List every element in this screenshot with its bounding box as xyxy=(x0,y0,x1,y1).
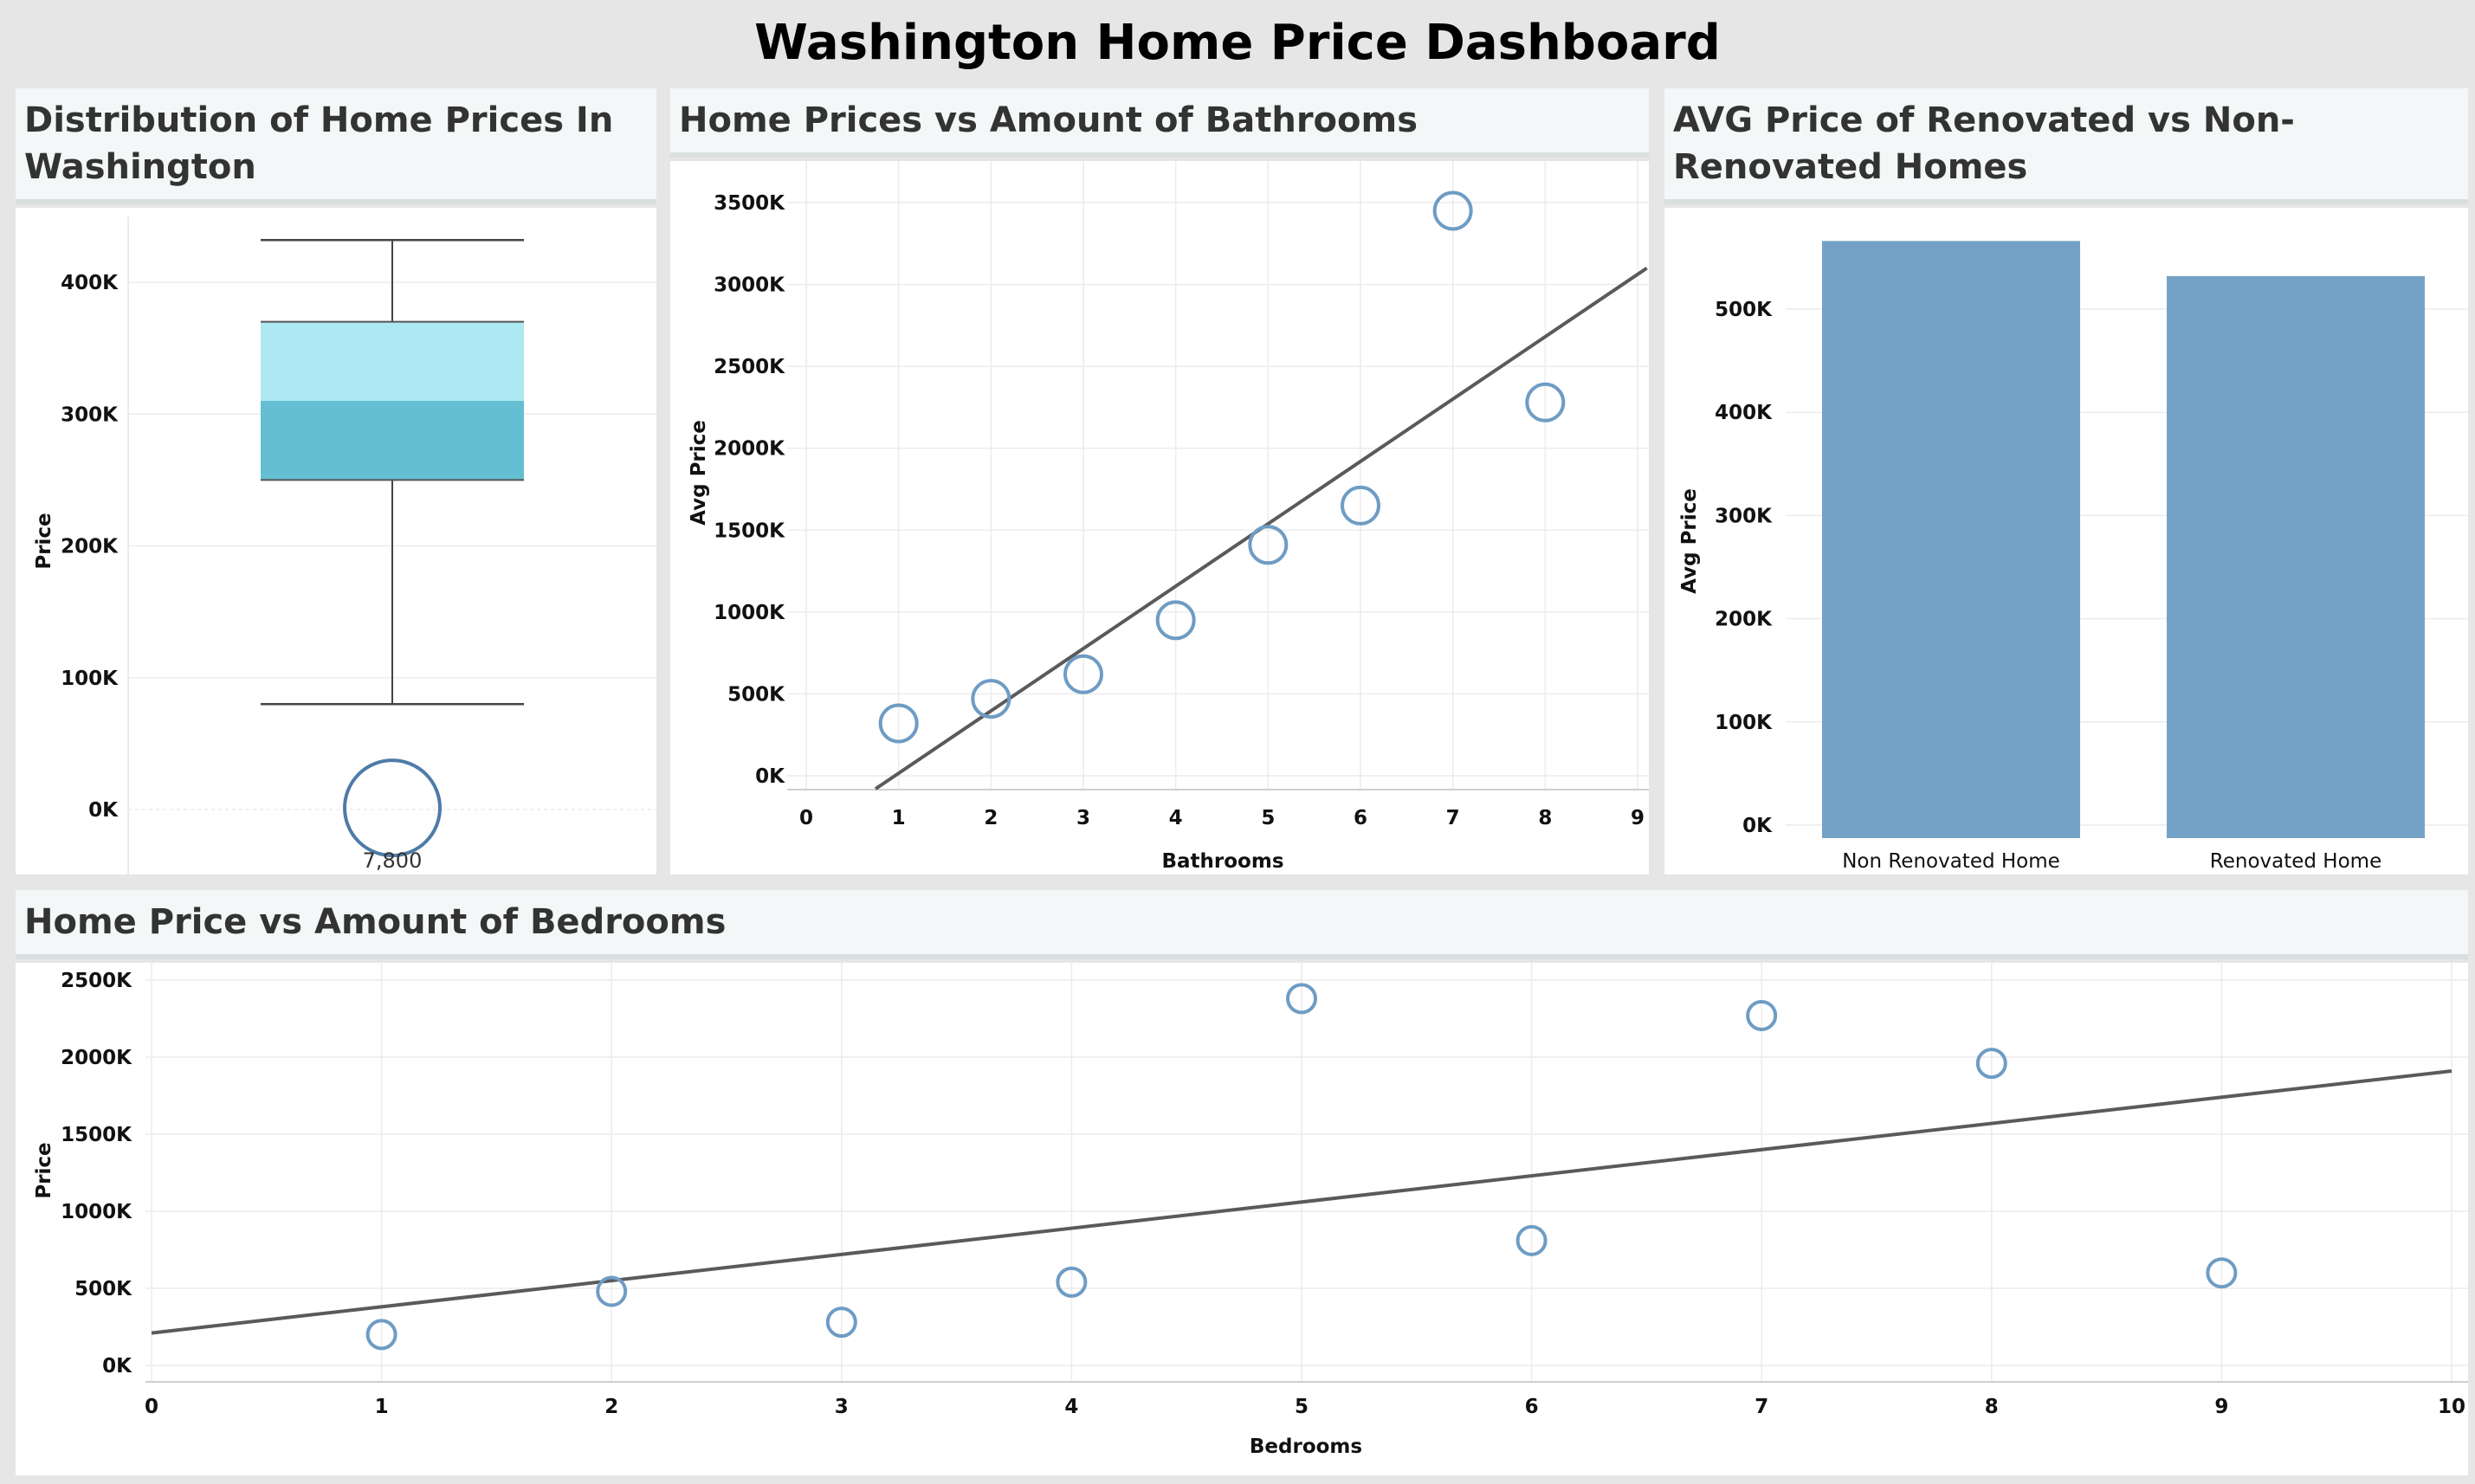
x-tick-label: Renovated Home xyxy=(2210,850,2381,873)
box-upper-half xyxy=(261,321,524,402)
reno-bar-panel[interactable]: 0K 100K 200K 300K 400K 500K Avg Price Non Renov… xyxy=(1664,208,2468,874)
outlier-marker xyxy=(343,758,442,858)
x-tick-label: 5 xyxy=(1295,1396,1309,1418)
y-axis-title: Avg Price xyxy=(1678,488,1701,594)
y-tick-label: 400K xyxy=(1715,402,1773,424)
data-point xyxy=(596,1275,628,1307)
trend-line xyxy=(151,1069,2452,1335)
y-tick-label: 500K xyxy=(74,1278,132,1300)
y-axis-title: Price xyxy=(33,1142,55,1198)
x-tick-label: 3 xyxy=(835,1396,849,1418)
data-point xyxy=(1975,1048,2007,1080)
y-tick-label: 3500K xyxy=(714,192,785,215)
y-tick-label: 300K xyxy=(61,403,119,426)
y-axis-title: Price xyxy=(33,513,55,569)
x-tick-label: 1 xyxy=(892,807,906,829)
data-point xyxy=(971,679,1011,719)
y-axis-title: Avg Price xyxy=(688,420,710,526)
bath-panel-title: Home Prices vs Amount of Bathrooms xyxy=(670,88,1649,158)
data-point xyxy=(365,1319,397,1351)
data-point xyxy=(1525,382,1566,423)
y-tick-label: 2500K xyxy=(714,356,785,378)
y-tick-label: 2500K xyxy=(61,970,132,992)
y-tick-label: 0K xyxy=(88,799,119,822)
y-tick-label: 1500K xyxy=(714,519,785,542)
x-tick-label: 2 xyxy=(984,807,998,829)
box-panel-title: Distribution of Home Prices In Washingto… xyxy=(16,88,656,204)
x-tick-label: 1 xyxy=(375,1396,389,1418)
y-tick-label: 0K xyxy=(1742,815,1773,837)
x-tick-label: 4 xyxy=(1064,1396,1078,1418)
x-tick-label: 7 xyxy=(1754,1396,1768,1418)
data-point xyxy=(1063,654,1103,694)
x-tick-label: 6 xyxy=(1525,1396,1539,1418)
x-tick-label: 2 xyxy=(604,1396,618,1418)
data-point xyxy=(2206,1257,2238,1289)
y-tick-label: 1000K xyxy=(61,1201,132,1223)
data-point xyxy=(1432,190,1473,231)
reno-bar-chart[interactable]: 0K 100K 200K 300K 400K 500K Avg Price Non Renov… xyxy=(1664,208,2468,874)
box-plot-chart[interactable]: 0K 100K 200K 300K 400K Price 7,800 xyxy=(16,208,656,874)
x-tick-label: 9 xyxy=(1631,807,1645,829)
outlier-label: 7,800 xyxy=(363,848,423,873)
data-point xyxy=(825,1307,857,1339)
data-point xyxy=(1248,525,1289,565)
y-tick-label: 500K xyxy=(727,683,785,706)
y-tick-label: 300K xyxy=(1715,505,1773,527)
data-point xyxy=(1056,1266,1088,1298)
x-tick-label: 7 xyxy=(1446,807,1460,829)
x-tick-label: 6 xyxy=(1354,807,1367,829)
x-tick-label: 4 xyxy=(1169,807,1183,829)
bar xyxy=(2167,275,2425,838)
y-tick-label: 0K xyxy=(755,765,785,788)
y-tick-label: 1500K xyxy=(61,1124,132,1146)
data-point xyxy=(1286,983,1317,1015)
y-tick-label: 200K xyxy=(61,536,119,558)
x-tick-label: 0 xyxy=(145,1396,158,1418)
y-tick-label: 100K xyxy=(61,668,119,690)
data-point xyxy=(1341,485,1380,526)
y-tick-label: 1000K xyxy=(714,602,785,624)
x-tick-label: 9 xyxy=(2214,1396,2228,1418)
y-tick-label: 500K xyxy=(1715,299,1773,321)
dashboard-title: Washington Home Price Dashboard xyxy=(754,15,1721,71)
y-tick-label: 2000K xyxy=(714,438,785,461)
data-point xyxy=(1515,1224,1548,1256)
reno-panel-title: AVG Price of Renovated vs Non-Renovated … xyxy=(1664,88,2468,204)
y-tick-label: 2000K xyxy=(61,1047,132,1069)
y-tick-label: 0K xyxy=(102,1355,132,1378)
data-point xyxy=(878,703,919,744)
x-tick-label: 3 xyxy=(1076,807,1090,829)
x-tick-label: Non Renovated Home xyxy=(1842,850,2060,873)
y-tick-label: 3000K xyxy=(714,274,785,297)
bed-scatter-chart[interactable]: 0 1 2 3 4 5 6 7 8 9 10 0K 500K 1000K 1500K 2000K 2500K Be… xyxy=(16,963,2468,1475)
x-tick-label: 10 xyxy=(2438,1396,2465,1418)
x-tick-label: 8 xyxy=(1538,807,1552,829)
bed-scatter-panel[interactable]: 0 1 2 3 4 5 6 7 8 9 10 0K 500K 1000K 1500K 2000K 2500K Be… xyxy=(16,963,2468,1475)
data-point xyxy=(1746,999,1778,1031)
box-lower-half xyxy=(261,401,524,481)
x-tick-label: 8 xyxy=(1985,1396,1999,1418)
bath-scatter-panel[interactable]: 0 1 2 3 4 5 6 7 8 9 0K 500K 1000K 1500K 2000K 2500K 3000… xyxy=(670,161,1649,874)
y-tick-label: 200K xyxy=(1715,609,1773,631)
box-plot-panel[interactable]: 0K 100K 200K 300K 400K Price 7,800 xyxy=(16,208,656,874)
y-tick-label: 400K xyxy=(61,272,119,294)
bed-panel-title: Home Price vs Amount of Bedrooms xyxy=(16,890,2468,959)
bath-scatter-chart[interactable]: 0 1 2 3 4 5 6 7 8 9 0K 500K 1000K 1500K 2000K 2500K 3000… xyxy=(670,161,1649,874)
y-tick-label: 100K xyxy=(1715,712,1773,734)
x-tick-label: 5 xyxy=(1261,807,1275,829)
data-point xyxy=(1155,600,1196,641)
x-axis-title: Bathrooms xyxy=(1161,850,1283,873)
bar xyxy=(1822,241,2080,838)
x-tick-label: 0 xyxy=(799,807,813,829)
x-axis-title: Bedrooms xyxy=(1250,1436,1362,1458)
